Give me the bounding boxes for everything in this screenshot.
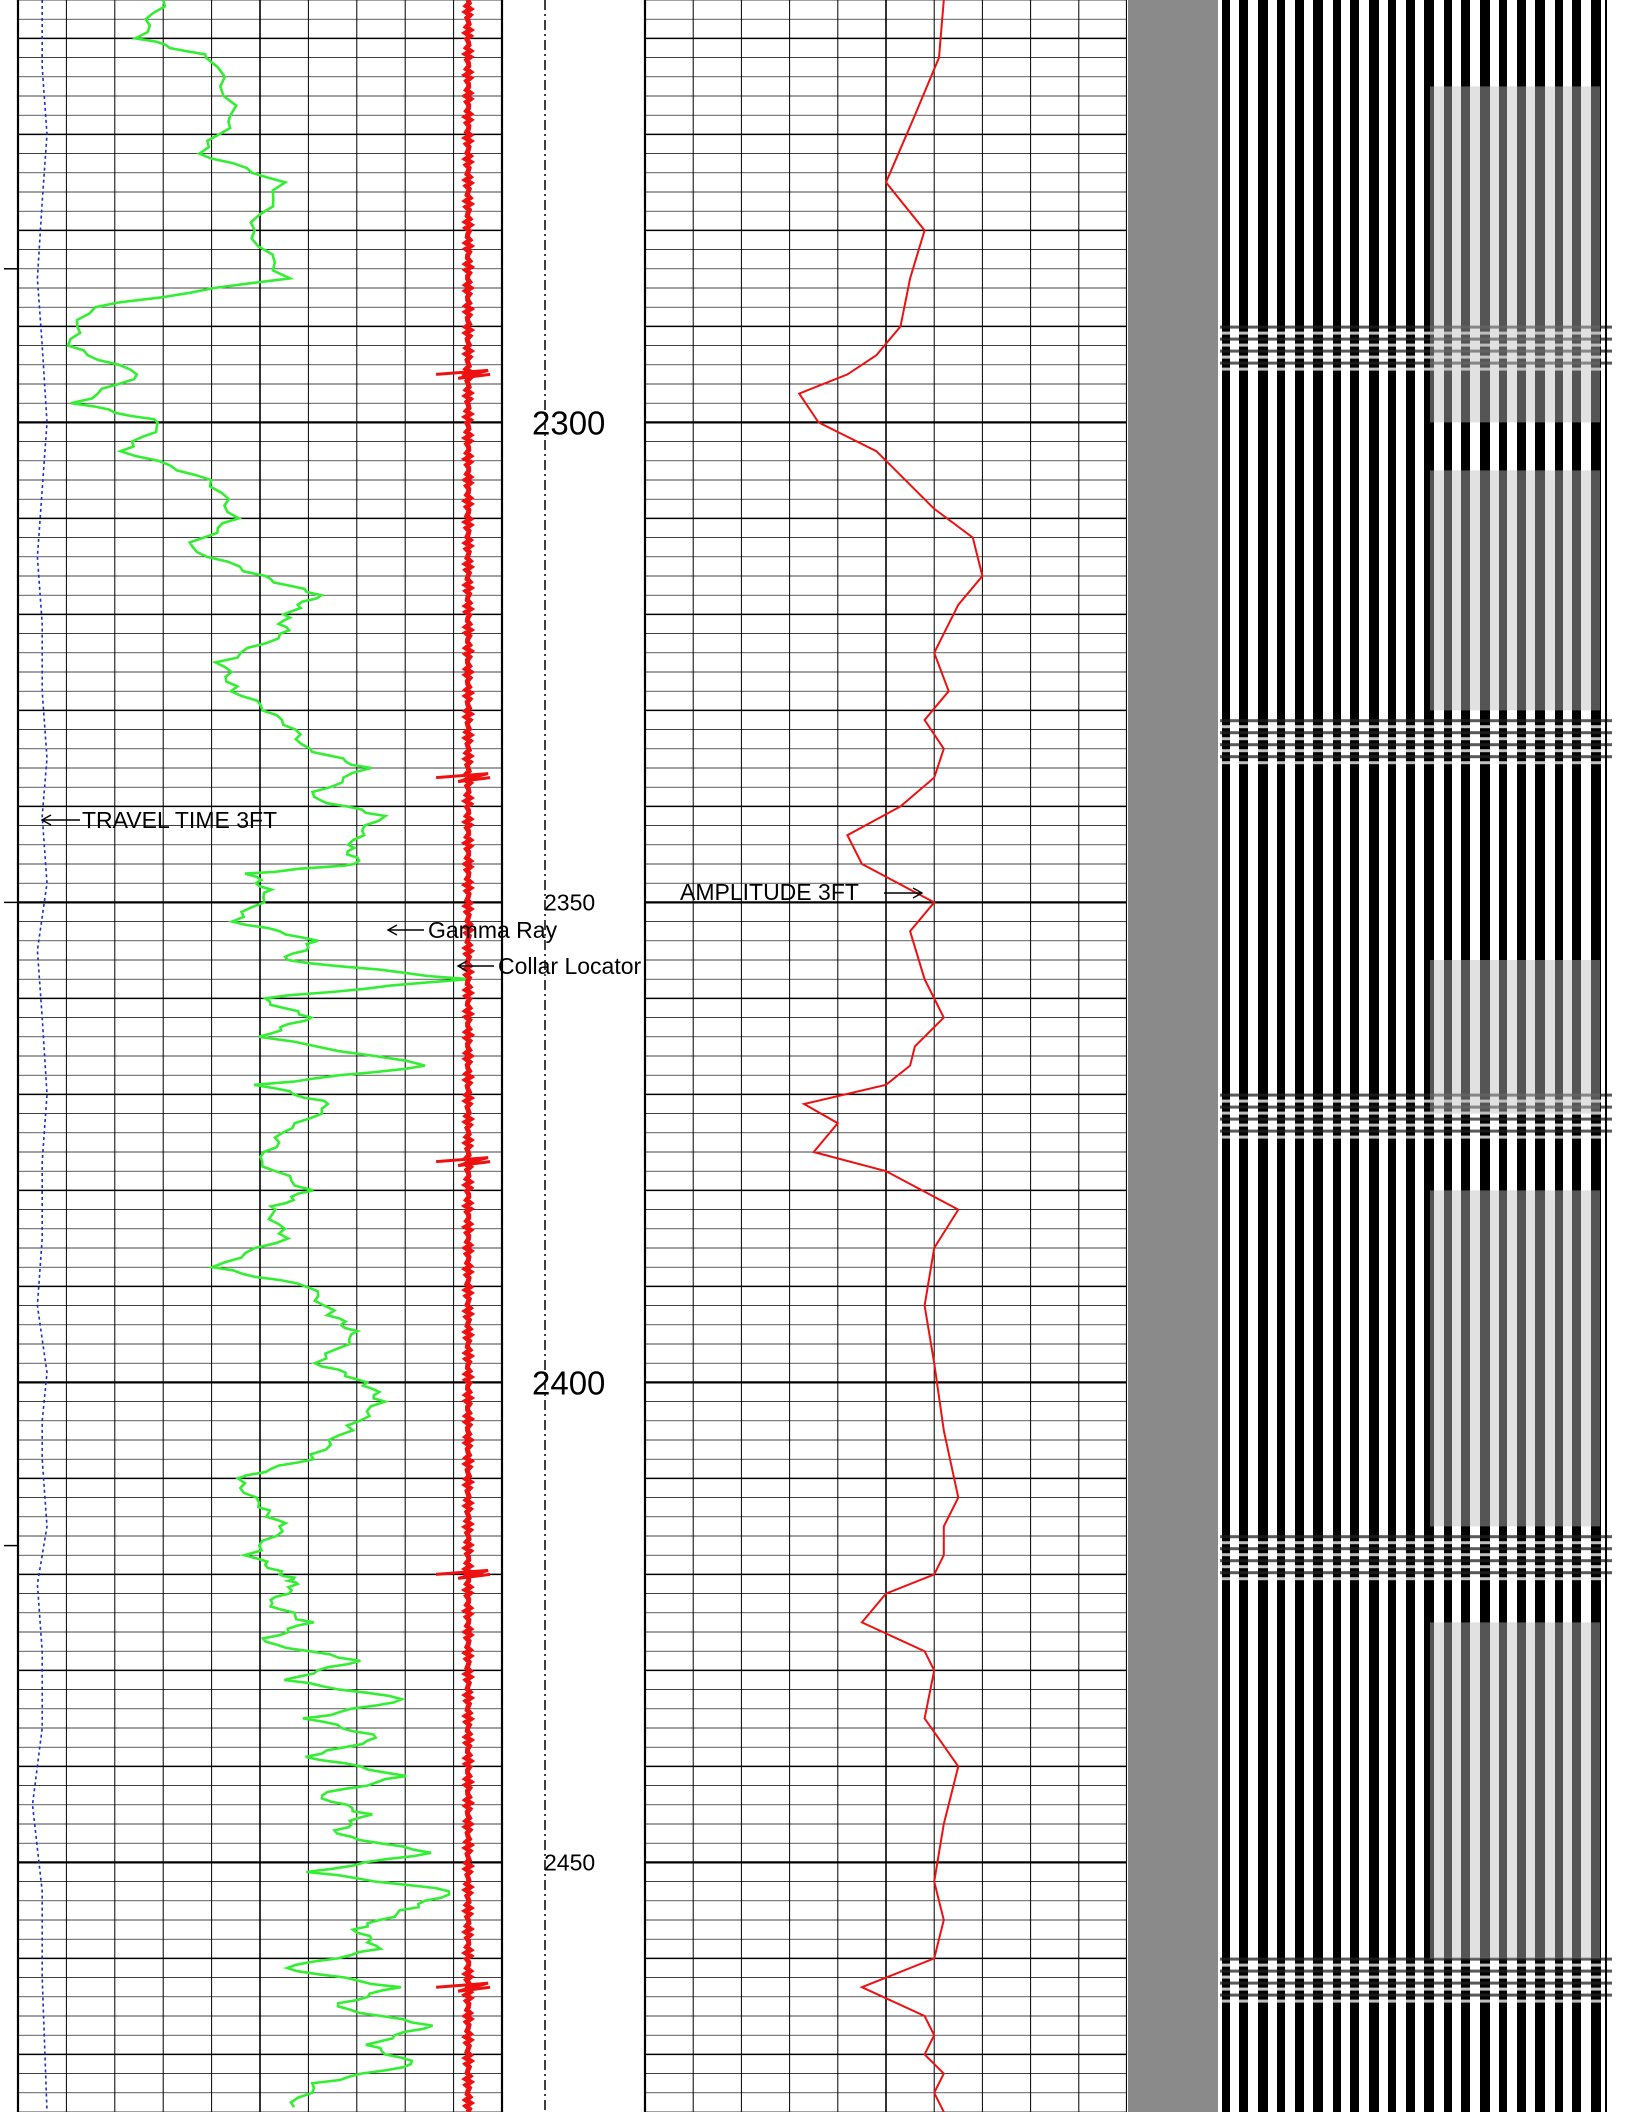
vdl-event-band: [1220, 1105, 1612, 1109]
vdl-event-band: [1220, 749, 1612, 753]
vdl-event-band: [1220, 1123, 1612, 1127]
collar-locator-label: Collar Locator: [498, 953, 642, 979]
vdl-stripe: [1572, 0, 1581, 2112]
vdl-event-band: [1220, 743, 1612, 747]
depth-label-major: 2400: [532, 1364, 605, 1401]
vdl-texture-zone: [1430, 86, 1600, 423]
vdl-event-band: [1220, 755, 1612, 759]
vdl-panel: [1127, 0, 1632, 2112]
vdl-event-band: [1220, 331, 1612, 335]
vdl-texture-zone: [1430, 1190, 1600, 1527]
vdl-event-band: [1220, 719, 1612, 723]
collar-locator-arrow-head: [456, 960, 468, 972]
vdl-stripe: [1369, 0, 1379, 2112]
vdl-stripe: [1535, 0, 1545, 2112]
vdl-stripe: [1295, 0, 1304, 2112]
vdl-event-band: [1220, 1135, 1612, 1139]
vdl-event-band: [1220, 325, 1612, 329]
amplitude-curve: [797, 0, 984, 2112]
vdl-event-band: [1220, 731, 1612, 735]
vdl-stripe: [1406, 0, 1415, 2112]
vdl-stripe: [1239, 0, 1248, 2112]
vdl-event-band: [1220, 1535, 1612, 1539]
vdl-texture-zone: [1430, 470, 1600, 711]
amplitude-arrow-head: [912, 887, 924, 899]
curve-layer: [31, 0, 984, 2112]
vdl-event-band: [1220, 725, 1612, 729]
collar-locator-curve: [460, 0, 476, 2112]
amplitude-label: AMPLITUDE 3FT: [680, 879, 859, 905]
vdl-event-band: [1220, 1981, 1612, 1985]
vdl-event-band: [1220, 737, 1612, 741]
vdl-texture-zone: [1430, 1622, 1600, 1959]
vdl-event-band: [1220, 1565, 1612, 1569]
collar-spike: [436, 1156, 491, 1168]
vdl-stripe: [1350, 0, 1359, 2112]
vdl-event-band: [1220, 1957, 1612, 1961]
depth-label-major: 2300: [532, 404, 605, 441]
vdl-event-band: [1220, 343, 1612, 347]
grid-layer: [4, 0, 1129, 2112]
vdl-stripe: [1499, 0, 1507, 2112]
vdl-event-band: [1220, 367, 1612, 371]
vdl-stripe: [1517, 0, 1526, 2112]
vdl-event-band: [1220, 349, 1612, 353]
vdl-stripe: [1461, 0, 1470, 2112]
vdl-stripe: [1424, 0, 1434, 2112]
vdl-stripe: [1480, 0, 1490, 2112]
vdl-event-band: [1220, 1577, 1612, 1581]
vdl-event-band: [1220, 761, 1612, 765]
vdl-stripe: [1277, 0, 1285, 2112]
collar-spike: [436, 772, 491, 784]
vdl-stripe: [1222, 0, 1230, 2112]
collar-spike: [436, 1981, 491, 1993]
vdl-stripe: [1333, 0, 1341, 2112]
vdl-event-band: [1220, 1999, 1612, 2003]
travel-time-arrow-head: [40, 814, 52, 826]
vdl-gray-band: [1128, 0, 1218, 2112]
gamma-ray-curve: [66, 0, 470, 2108]
vdl-stripe: [1388, 0, 1396, 2112]
vdl-event-band: [1220, 1987, 1612, 1991]
vdl-event-band: [1220, 361, 1612, 365]
vdl-event-band: [1220, 1111, 1612, 1115]
vdl-event-band: [1220, 1559, 1612, 1563]
vdl-texture-zone: [1430, 960, 1600, 1114]
vdl-event-band: [1220, 1129, 1612, 1133]
gamma-ray-label: Gamma Ray: [428, 917, 558, 943]
vdl-event-band: [1220, 1963, 1612, 1967]
vdl-event-band: [1220, 337, 1612, 341]
vdl-event-band: [1220, 1541, 1612, 1545]
vdl-event-band: [1220, 1975, 1612, 1979]
vdl-stripe: [1444, 0, 1452, 2112]
travel-time-curve: [31, 0, 48, 2112]
vdl-event-band: [1220, 1117, 1612, 1121]
vdl-event-band: [1220, 1993, 1612, 1997]
vdl-stripe: [1258, 0, 1268, 2112]
collar-spike: [436, 1568, 491, 1580]
gamma-ray-arrow-head: [386, 924, 398, 936]
vdl-event-band: [1220, 1553, 1612, 1557]
vdl-stripe: [1591, 0, 1601, 2112]
vdl-event-band: [1220, 355, 1612, 359]
travel-time-label: TRAVEL TIME 3FT: [82, 807, 277, 833]
vdl-stripe: [1555, 0, 1563, 2112]
vdl-event-band: [1220, 1547, 1612, 1551]
vdl-event-band: [1220, 1571, 1612, 1575]
depth-label-minor: 2450: [544, 1849, 595, 1875]
vdl-stripe: [1313, 0, 1323, 2112]
label-layer: TRAVEL TIME 3FT Gamma Ray Collar Locator…: [40, 404, 924, 1875]
collar-spike: [436, 368, 491, 380]
vdl-event-band: [1220, 1969, 1612, 1973]
vdl-event-band: [1220, 1099, 1612, 1103]
depth-label-minor: 2350: [544, 889, 595, 915]
vdl-event-band: [1220, 1093, 1612, 1097]
